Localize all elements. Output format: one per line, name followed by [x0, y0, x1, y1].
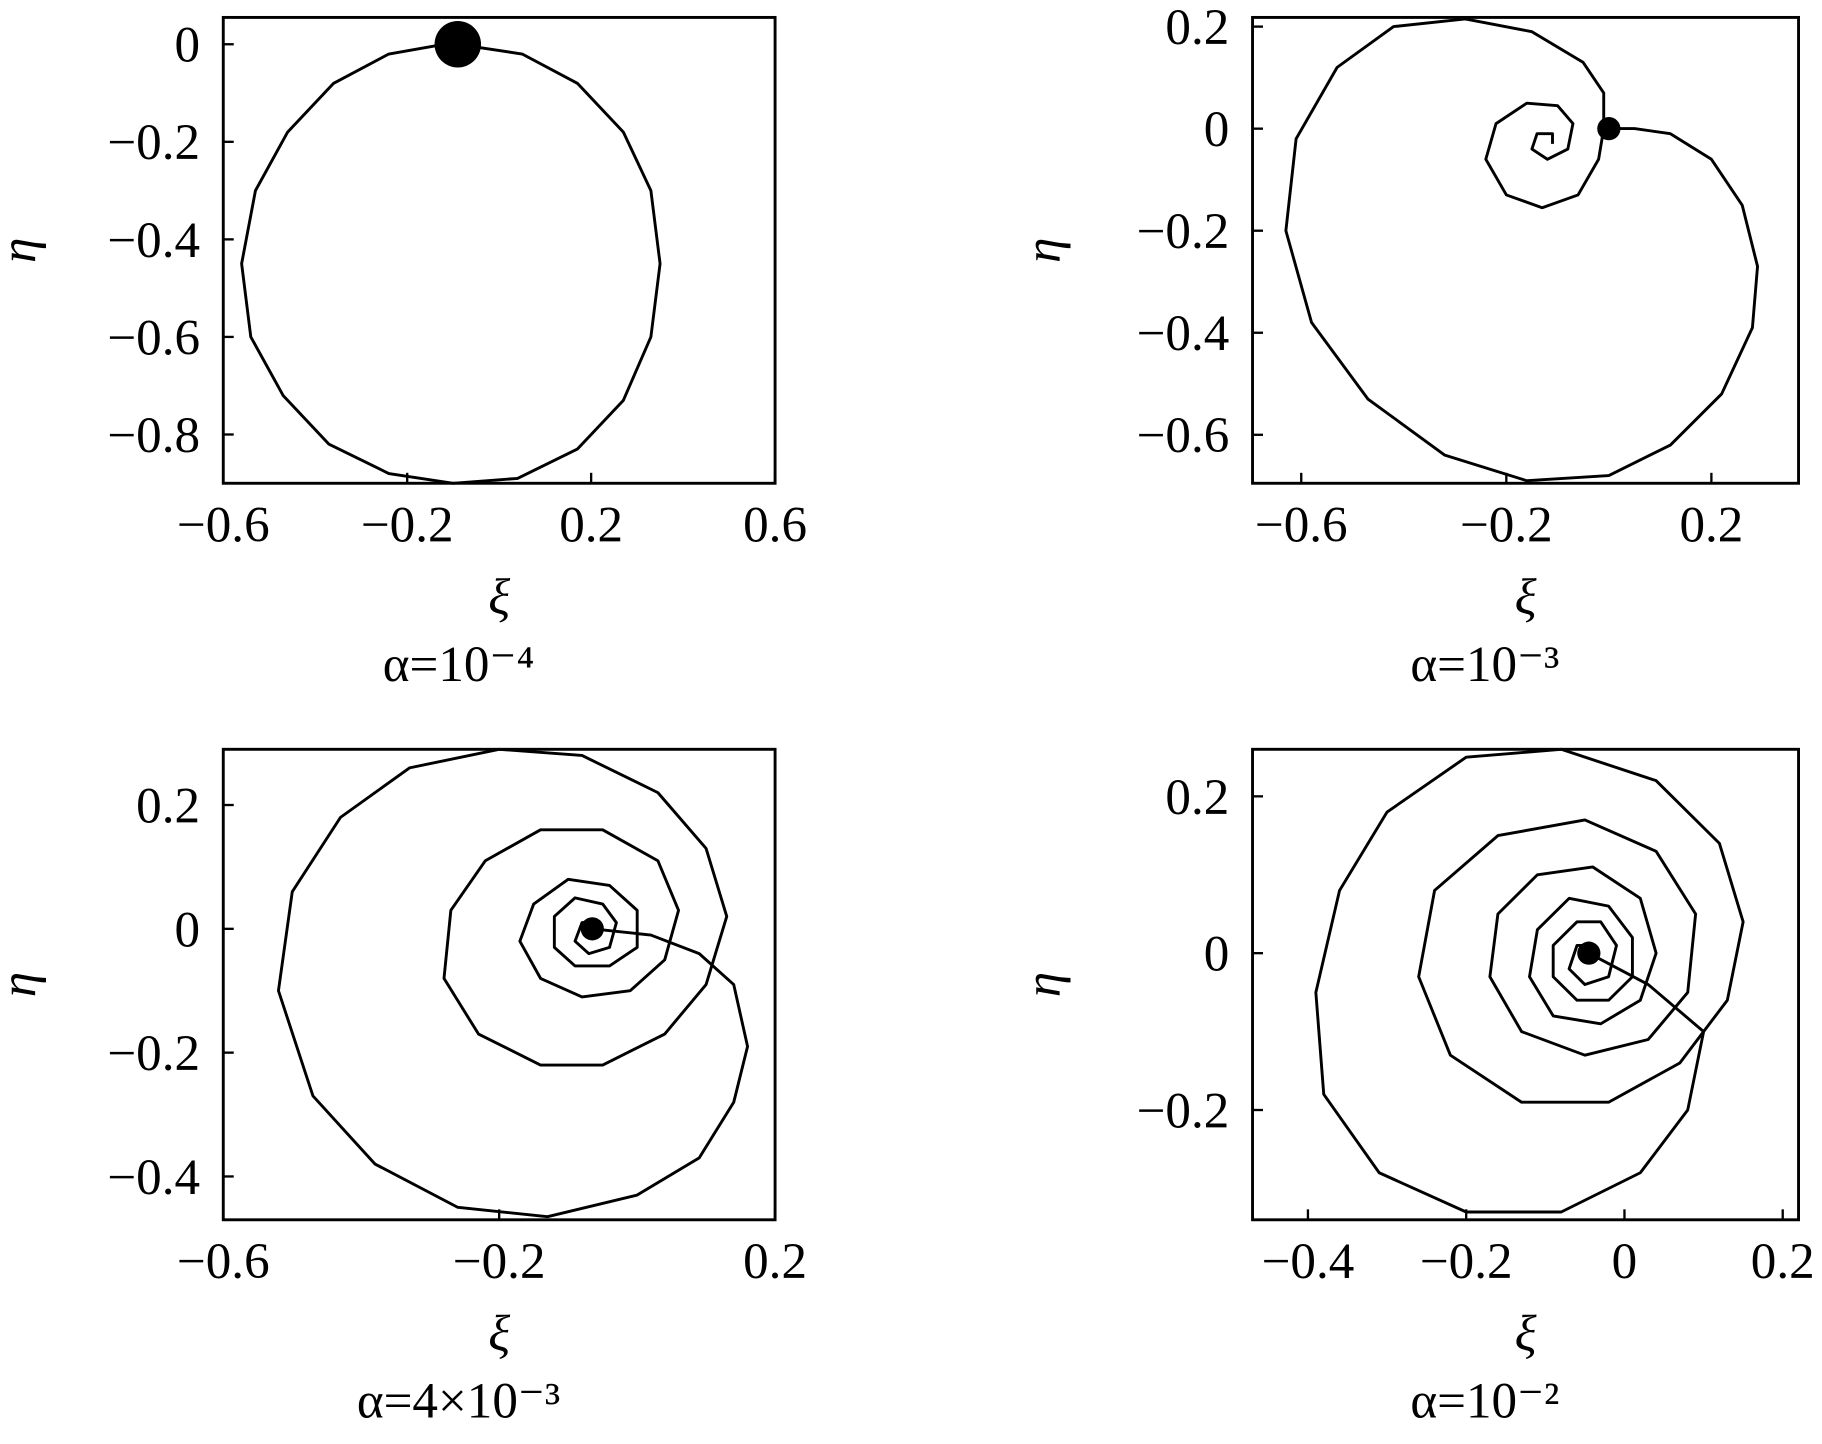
start-marker [1597, 117, 1621, 141]
trajectory [276, 747, 750, 1219]
y-axis-label: η [0, 972, 47, 997]
x-tick-label: −0.6 [1255, 496, 1348, 553]
start-marker [1577, 941, 1601, 965]
x-tick-label: 0.2 [559, 496, 623, 553]
trajectory [1284, 17, 1759, 483]
y-tick-label: −0.4 [107, 1149, 200, 1206]
y-tick-label: 0 [174, 901, 200, 958]
y-axis-label: η [1015, 238, 1072, 263]
x-axis-label: ξ [1515, 568, 1537, 625]
x-tick-label: −0.2 [1420, 1233, 1513, 1290]
x-tick-label: 0.2 [1751, 1233, 1815, 1290]
plot-frame [221, 15, 777, 485]
panel-title: α=4×10⁻³ [357, 1372, 560, 1429]
trajectory [1314, 747, 1745, 1214]
y-tick-label: −0.4 [107, 212, 200, 269]
y-tick-label: 0 [174, 17, 200, 74]
x-axis-label: ξ [488, 1305, 510, 1362]
plot-frame [1251, 747, 1800, 1222]
y-tick-label: 0 [1204, 926, 1230, 983]
panel-title: α=10⁻³ [1410, 636, 1559, 693]
x-tick-label: 0 [1612, 1233, 1638, 1290]
y-tick-label: 0 [1204, 101, 1230, 158]
x-tick-label: 0.2 [743, 1233, 807, 1290]
y-tick-label: −0.2 [1137, 203, 1230, 260]
x-axis-label: ξ [488, 568, 510, 625]
y-axis-label: η [0, 238, 47, 263]
trajectory [240, 42, 662, 485]
plot-frame [221, 747, 777, 1222]
x-tick-label: −0.6 [177, 496, 270, 553]
x-tick-label: −0.2 [1460, 496, 1553, 553]
x-tick-label: −0.4 [1262, 1233, 1355, 1290]
x-tick-label: 0.6 [743, 496, 807, 553]
y-tick-label: 0.2 [1165, 0, 1229, 56]
y-tick-label: −0.8 [107, 407, 200, 464]
y-tick-label: −0.2 [1137, 1082, 1230, 1139]
x-tick-label: −0.2 [361, 496, 454, 553]
panel-title: α=10⁻⁴ [383, 636, 535, 693]
x-tick-label: −0.6 [177, 1233, 270, 1290]
x-tick-label: −0.2 [453, 1233, 546, 1290]
start-marker [580, 917, 604, 941]
x-tick-label: 0.2 [1679, 496, 1743, 553]
y-tick-label: −0.6 [107, 309, 200, 366]
plot-frame [1251, 15, 1800, 485]
y-axis-label: η [1015, 972, 1072, 997]
x-axis-label: ξ [1515, 1305, 1537, 1362]
y-tick-label: 0.2 [1165, 769, 1229, 826]
y-tick-label: −0.6 [1137, 407, 1230, 464]
panel-title: α=10⁻² [1410, 1372, 1559, 1429]
y-tick-label: 0.2 [136, 777, 200, 834]
y-tick-label: −0.4 [1137, 305, 1230, 362]
y-tick-label: −0.2 [107, 1025, 200, 1082]
y-tick-label: −0.2 [107, 114, 200, 171]
start-marker [434, 21, 482, 68]
